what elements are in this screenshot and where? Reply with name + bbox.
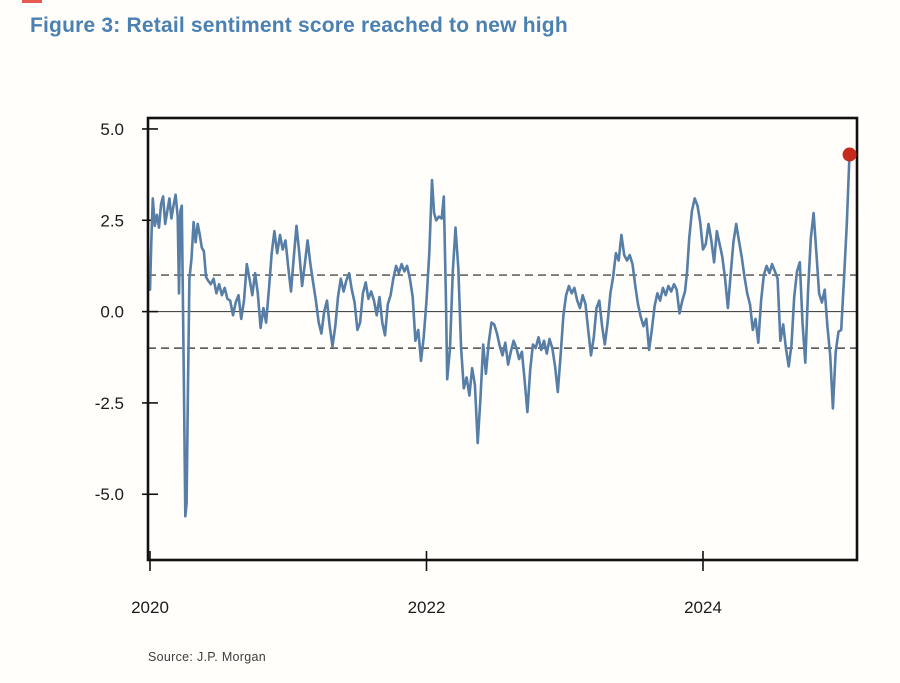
sentiment-series-line — [148, 153, 851, 518]
figure-title: Figure 3: Retail sentiment score reached… — [30, 14, 568, 37]
x-tick-label-2022: 2022 — [408, 598, 446, 617]
source-note: Source: J.P. Morgan — [148, 650, 267, 664]
plot-border — [146, 116, 859, 562]
y-tick-label-5.0: 5.0 — [100, 120, 124, 139]
latest-point-marker — [842, 147, 857, 162]
y-tick-label--2.5: -2.5 — [95, 394, 124, 413]
y-tick-label--5.0: -5.0 — [95, 485, 124, 504]
x-tick-label-2020: 2020 — [131, 598, 169, 617]
y-tick-label-2.5: 2.5 — [100, 211, 124, 230]
stray-red-mark — [22, 0, 42, 3]
x-tick-label-2024: 2024 — [684, 598, 722, 617]
y-tick-label-0.0: 0.0 — [100, 303, 124, 322]
